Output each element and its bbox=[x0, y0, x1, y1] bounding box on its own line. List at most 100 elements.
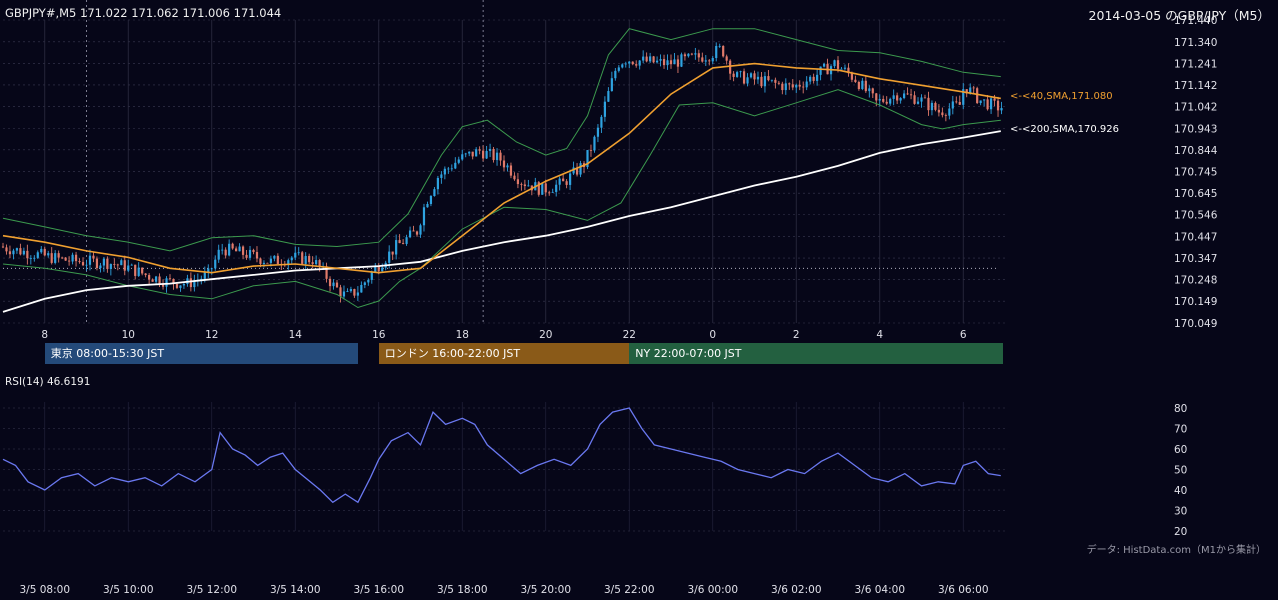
candle-body bbox=[92, 255, 95, 259]
candle-body bbox=[443, 168, 446, 175]
candle-body bbox=[809, 76, 812, 82]
candle-body bbox=[944, 115, 947, 116]
time-tick-label: 0 bbox=[709, 329, 716, 341]
candle-body bbox=[784, 83, 787, 91]
candle-body bbox=[655, 60, 659, 63]
candle-body bbox=[172, 278, 175, 284]
candle-body bbox=[248, 249, 252, 258]
candle-body bbox=[649, 56, 652, 62]
candle-body bbox=[537, 182, 540, 195]
candle-body bbox=[610, 78, 613, 92]
candle-body bbox=[729, 60, 732, 74]
candle-body bbox=[123, 260, 126, 271]
candle-body bbox=[781, 83, 784, 91]
candle-body bbox=[509, 165, 513, 176]
candle-body bbox=[154, 276, 158, 282]
rsi-tick-label: 50 bbox=[1174, 465, 1187, 477]
sma40-line bbox=[2, 62, 1001, 274]
candle-body bbox=[624, 63, 627, 65]
candle-body bbox=[471, 151, 474, 157]
candle-body bbox=[137, 267, 140, 276]
candle-body bbox=[71, 254, 74, 262]
candle-body bbox=[158, 276, 161, 285]
candle-body bbox=[363, 282, 366, 285]
time-tick-label: 6 bbox=[960, 329, 967, 341]
candle-body bbox=[875, 93, 878, 101]
candle-body bbox=[276, 255, 279, 264]
candle-body bbox=[19, 248, 22, 255]
candle-body bbox=[54, 253, 57, 263]
candle-body bbox=[447, 168, 450, 170]
time-tick-label: 22 bbox=[623, 329, 636, 341]
candle-body bbox=[99, 265, 102, 269]
candle-body bbox=[203, 272, 206, 279]
candle-body bbox=[495, 152, 499, 161]
rsi-tick-label: 60 bbox=[1174, 444, 1187, 456]
time-tick-label: 12 bbox=[205, 329, 218, 341]
candle-body bbox=[482, 150, 485, 159]
candle-body bbox=[816, 74, 819, 81]
candle-body bbox=[798, 84, 801, 87]
bollinger-lower-line bbox=[2, 89, 1001, 309]
candle-body bbox=[398, 240, 401, 244]
candle-body bbox=[617, 67, 620, 71]
price-tick-label: 170.745 bbox=[1174, 166, 1217, 178]
candle-body bbox=[8, 251, 12, 255]
candle-body bbox=[193, 280, 196, 288]
candle-body bbox=[770, 79, 773, 81]
candle-body bbox=[569, 173, 572, 185]
candle-body bbox=[200, 278, 203, 280]
candle-body bbox=[812, 76, 815, 81]
candle-body bbox=[78, 261, 81, 263]
candle-body bbox=[262, 262, 266, 264]
candle-body bbox=[885, 101, 888, 104]
price-tick-label: 170.546 bbox=[1174, 210, 1218, 222]
candle-body bbox=[753, 73, 756, 80]
candle-body bbox=[294, 252, 297, 258]
price-tick-label: 170.347 bbox=[1174, 253, 1217, 265]
candle-body bbox=[777, 82, 780, 84]
candle-body bbox=[802, 86, 805, 88]
candle-body bbox=[847, 67, 850, 74]
rsi-label: RSI(14) 46.6191 bbox=[5, 376, 91, 388]
rsi-time-tick-label: 3/5 10:00 bbox=[103, 584, 154, 596]
candle-body bbox=[718, 45, 721, 47]
candle-body bbox=[47, 253, 50, 256]
candle-body bbox=[736, 72, 739, 77]
candle-body bbox=[266, 262, 269, 264]
candle-body bbox=[896, 95, 899, 101]
candle-body bbox=[395, 240, 398, 255]
candle-body bbox=[499, 152, 502, 161]
candle-body bbox=[457, 159, 460, 163]
candle-body bbox=[520, 184, 523, 185]
candle-body bbox=[273, 255, 276, 259]
candle-body bbox=[1, 246, 5, 248]
rsi-time-tick-label: 3/6 04:00 bbox=[855, 584, 906, 596]
candle-body bbox=[297, 252, 300, 254]
candle-body bbox=[934, 102, 937, 110]
candle-body bbox=[144, 273, 147, 276]
candle-body bbox=[408, 230, 412, 238]
candle-body bbox=[989, 98, 993, 110]
candle-body bbox=[516, 179, 520, 185]
candle-body bbox=[969, 87, 972, 94]
time-tick-label: 2 bbox=[793, 329, 800, 341]
candle-body bbox=[635, 64, 638, 66]
candle-body bbox=[920, 97, 923, 102]
candle-body bbox=[26, 250, 29, 259]
candle-body bbox=[788, 83, 791, 85]
candle-body bbox=[415, 231, 419, 235]
candle-body bbox=[694, 53, 697, 55]
candle-body bbox=[141, 267, 144, 274]
rsi-time-tick-label: 3/6 06:00 bbox=[938, 584, 989, 596]
candle-body bbox=[95, 258, 99, 269]
candle-body bbox=[899, 98, 902, 101]
candle-body bbox=[318, 260, 321, 267]
candle-body bbox=[374, 266, 377, 272]
rsi-time-tick-label: 3/6 02:00 bbox=[771, 584, 822, 596]
candle-body bbox=[377, 266, 380, 272]
candle-body bbox=[179, 285, 182, 288]
candle-body bbox=[746, 77, 749, 84]
chart-title: 2014-03-05 のGBP/JPY（M5） bbox=[1088, 8, 1270, 23]
